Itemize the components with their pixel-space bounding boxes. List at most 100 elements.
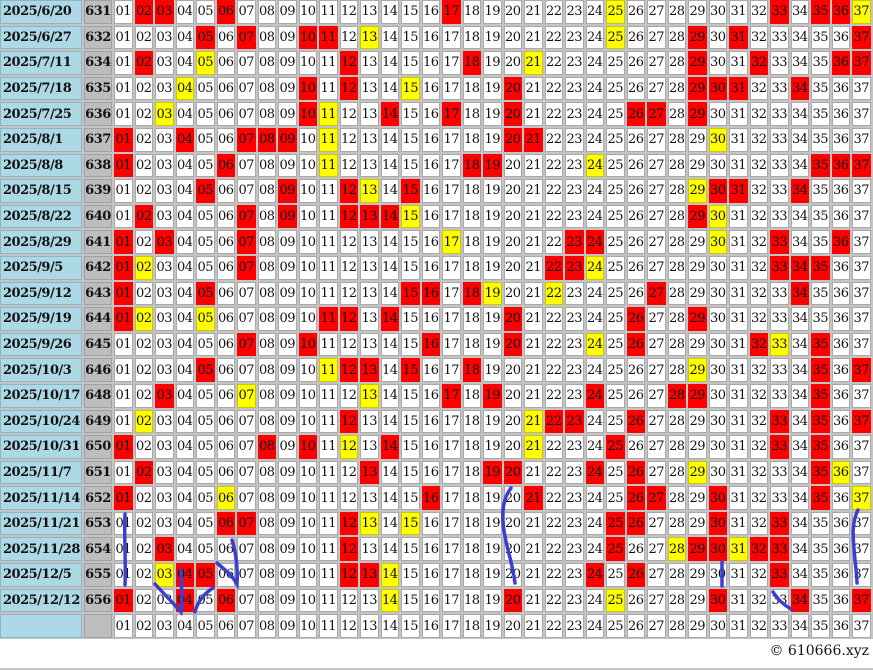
number-cell: 04 [175,230,194,254]
number-cell: 36 [831,435,850,459]
number-cell-hit: 29 [688,102,707,126]
number-cell: 18 [462,0,481,24]
number-cell: 13 [360,76,379,101]
number-cell: 16 [421,435,440,459]
number-cell: 02 [134,76,153,101]
number-cell-special: 29 [688,358,707,382]
number-cell: 17 [442,460,461,485]
number-cell: 33 [770,153,789,178]
number-cell: 13 [360,0,379,24]
number-cell: 28 [667,25,686,50]
number-cell-hit: 29 [688,307,707,331]
number-cell: 21 [524,537,543,562]
number-cell: 21 [524,255,543,280]
number-cell: 36 [831,281,850,306]
number-cell: 33 [770,102,789,126]
number-cell: 20 [503,204,522,229]
number-cell: 36 [831,127,850,152]
number-cell: 18 [462,409,481,434]
number-cell-hit: 34 [790,76,809,101]
number-cell: 32 [749,563,768,587]
number-cell: 16 [421,179,440,203]
number-cell-hit: 24 [585,383,604,408]
number-cell: 24 [585,307,604,331]
number-cell: 36 [831,511,850,536]
number-cell: 08 [257,204,276,229]
number-cell: 24 [585,537,604,562]
issue-number: 639 [84,179,112,203]
number-cell-special: 11 [319,127,338,152]
number-cell: 10 [298,511,317,536]
number-cell: 11 [319,435,338,459]
number-cell: 31 [729,486,748,510]
number-cell: 33 [770,127,789,152]
number-cell: 15 [401,25,420,50]
number-cell: 03 [155,409,174,434]
draw-date: 2025/11/14 [0,486,82,510]
number-cell: 31 [729,435,748,459]
number-cell: 16 [421,588,440,613]
number-cell: 22 [544,435,563,459]
number-cell: 01 [114,51,133,75]
number-cell-hit: 02 [134,0,153,24]
number-cell-hit: 32 [749,332,768,357]
number-cell-hit: 12 [339,179,358,203]
number-cell: 28 [667,332,686,357]
number-cell-hit: 23 [565,409,584,434]
draw-date: 2025/6/27 [0,25,82,50]
number-cell-hit: 33 [770,409,789,434]
draw-date: 2025/8/1 [0,127,82,152]
number-cell: 02 [134,179,153,203]
number-cell: 19 [483,358,502,382]
number-cell: 26 [626,51,645,75]
number-cell: 33 [770,358,789,382]
draw-date [0,614,82,638]
number-cell: 02 [134,102,153,126]
number-cell: 28 [667,204,686,229]
number-cell: 34 [790,486,809,510]
number-cell: 20 [503,255,522,280]
number-cell: 06 [216,358,235,382]
number-cell: 31 [729,127,748,152]
number-cell: 30 [708,153,727,178]
number-cell: 17 [442,511,461,536]
number-cell: 04 [175,281,194,306]
number-cell: 27 [647,51,666,75]
number-cell: 18 [462,435,481,459]
number-cell-special: 30 [708,204,727,229]
number-cell: 09 [278,409,297,434]
number-cell: 30 [708,435,727,459]
number-cell: 26 [626,76,645,101]
number-cell: 03 [155,153,174,178]
number-cell: 22 [544,537,563,562]
number-cell-hit: 21 [524,486,543,510]
number-cell: 21 [524,307,543,331]
number-cell: 10 [298,460,317,485]
number-cell: 12 [339,25,358,50]
number-cell-hit: 35 [811,409,830,434]
number-cell: 36 [831,537,850,562]
number-cell: 25 [606,563,625,587]
number-cell-hit: 33 [770,563,789,587]
number-cell: 19 [483,255,502,280]
number-cell: 15 [401,537,420,562]
number-cell-hit: 12 [339,358,358,382]
number-cell-special: 14 [380,588,399,613]
number-cell: 23 [565,486,584,510]
draw-date: 2025/9/12 [0,281,82,306]
number-cell: 33 [770,25,789,50]
number-cell: 26 [626,204,645,229]
number-cell: 03 [155,435,174,459]
number-cell: 31 [729,588,748,613]
number-cell: 16 [421,460,440,485]
number-cell-special: 02 [134,409,153,434]
number-cell-special: 24 [585,153,604,178]
number-cell: 17 [442,179,461,203]
number-cell-hit: 23 [565,255,584,280]
number-cell: 30 [708,102,727,126]
number-cell-special: 37 [852,486,871,510]
number-cell: 18 [462,460,481,485]
number-cell: 05 [196,486,215,510]
number-cell: 31 [729,230,748,254]
issue-number: 641 [84,230,112,254]
